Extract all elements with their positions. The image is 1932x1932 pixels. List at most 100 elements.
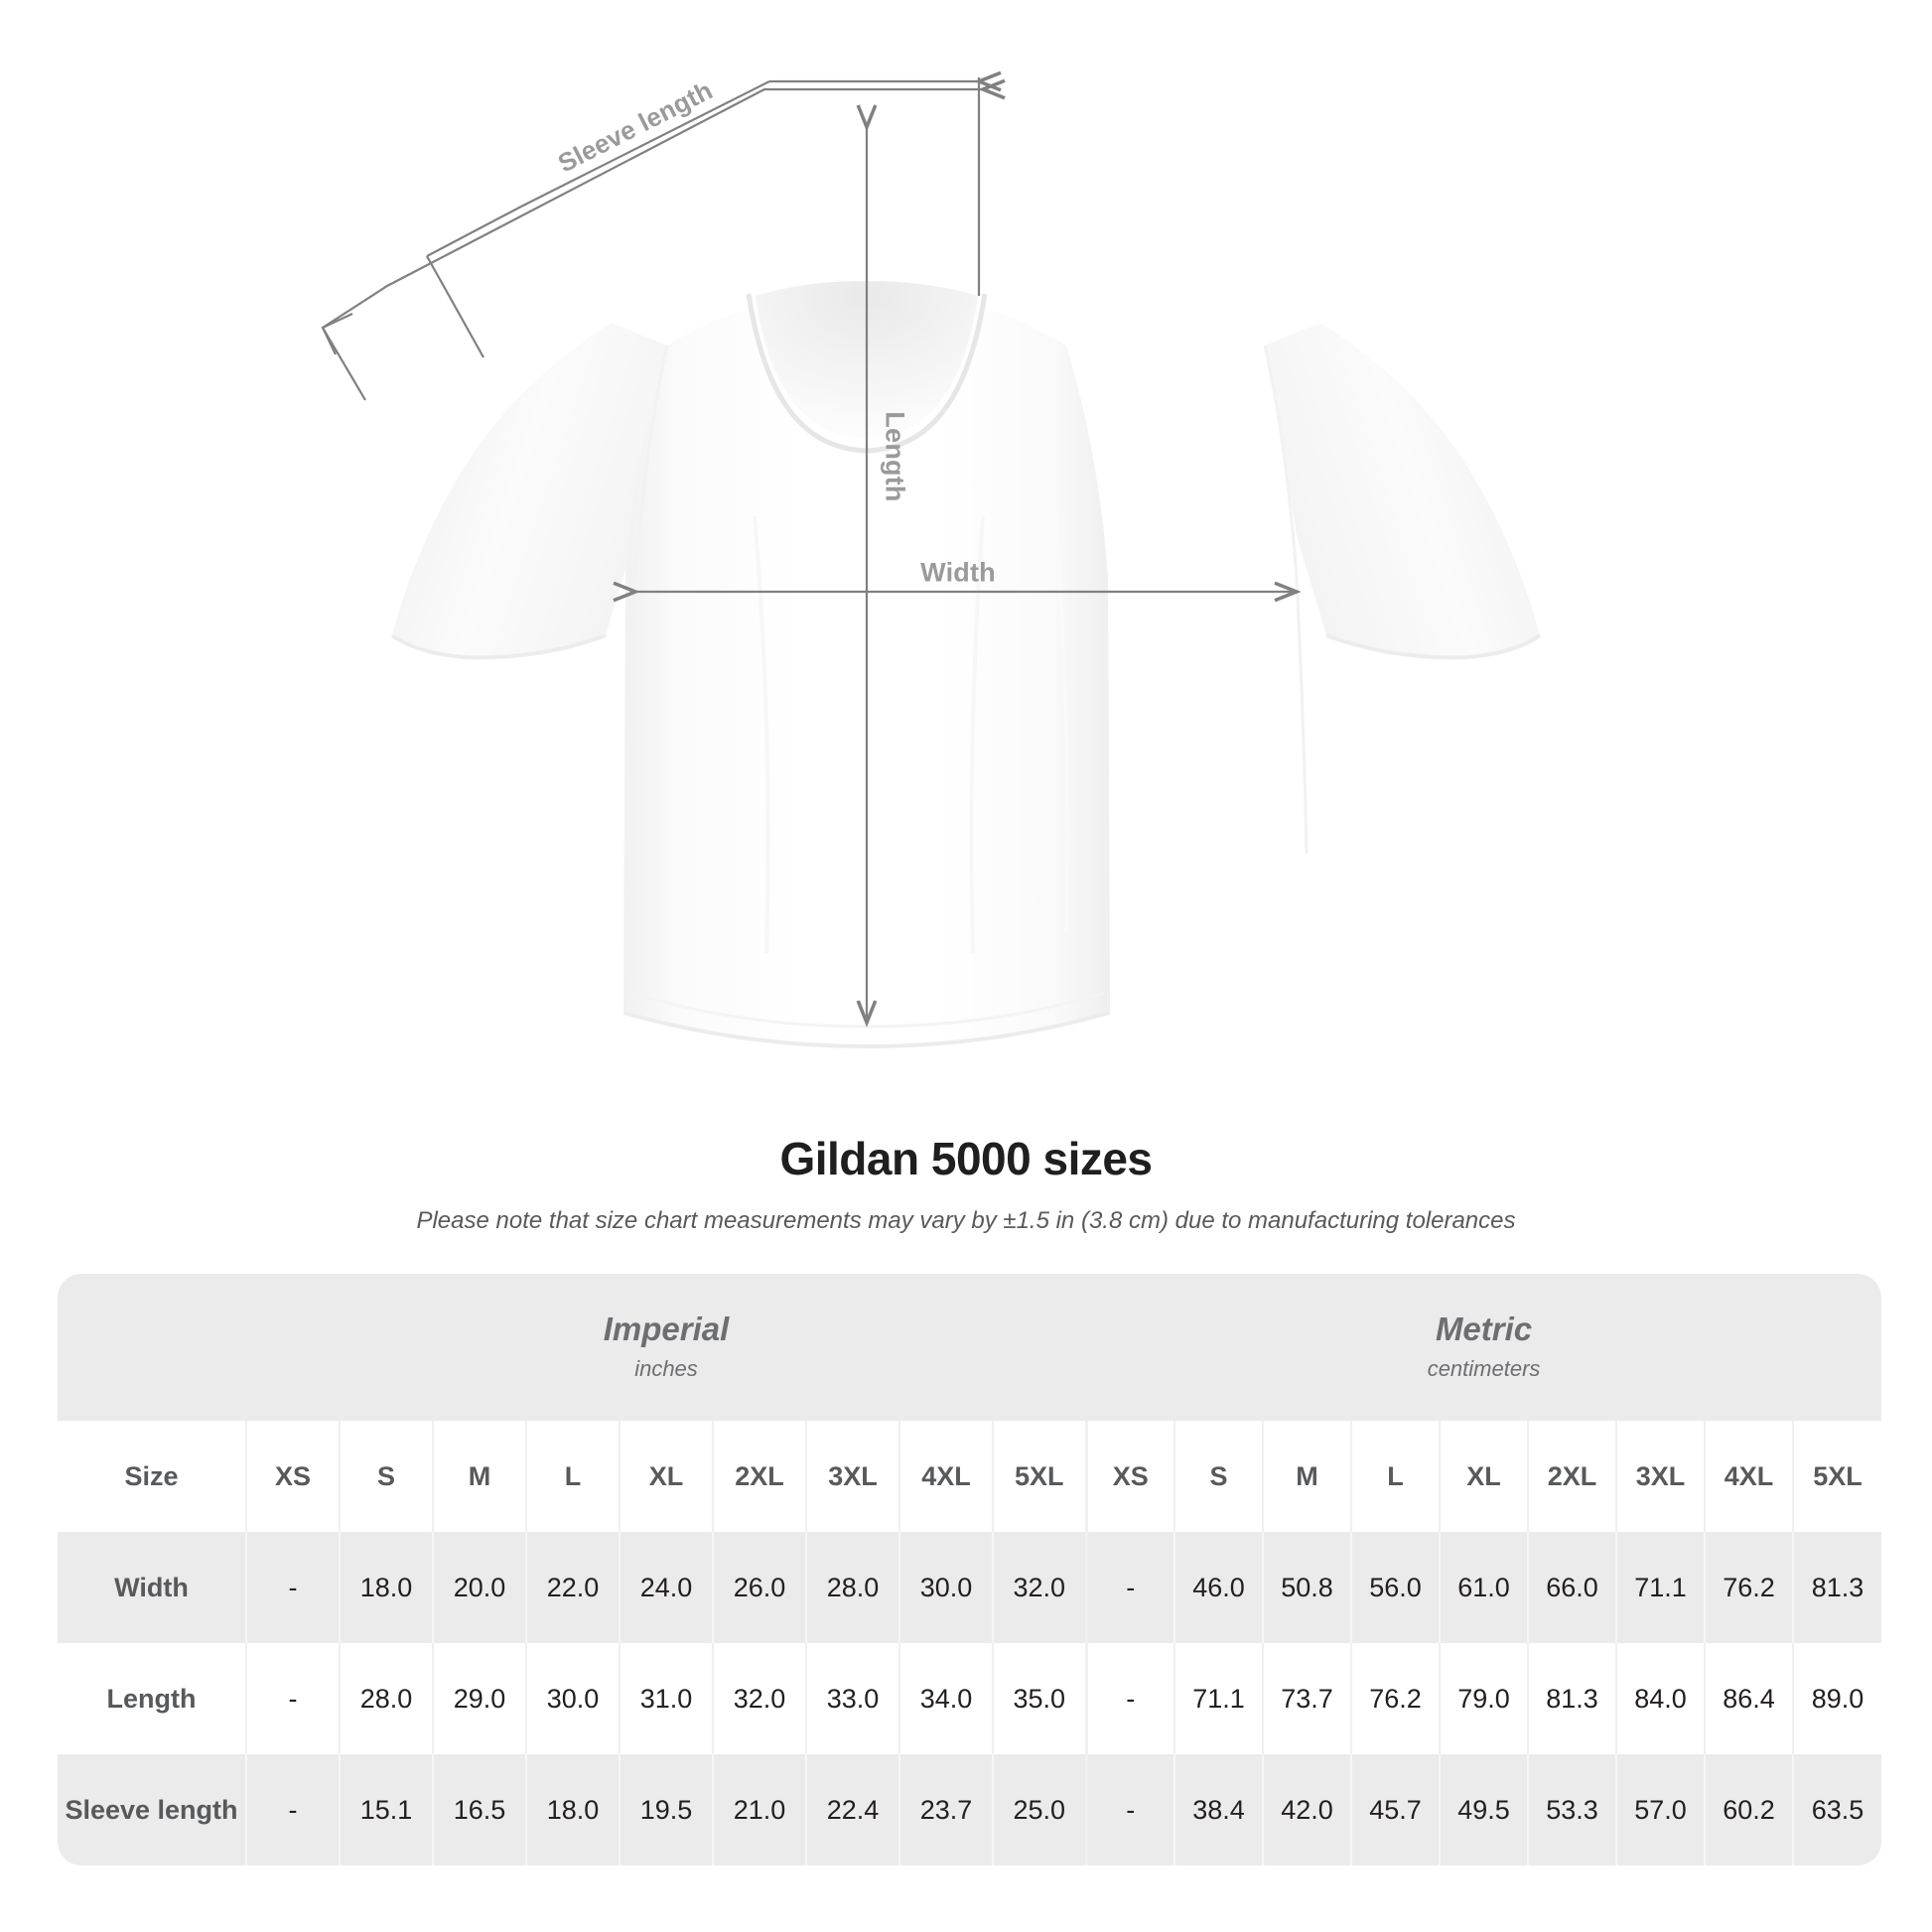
cell-length-imperial-s: 28.0 (339, 1643, 433, 1754)
size-col-metric-xl: XL (1439, 1421, 1528, 1532)
cell-length-imperial-4xl: 34.0 (898, 1643, 993, 1754)
cell-width-metric-l: 56.0 (1350, 1532, 1440, 1643)
size-col-metric-s: S (1173, 1421, 1263, 1532)
cell-length-imperial-xs: - (245, 1643, 340, 1754)
cell-length-metric-5xl: 89.0 (1791, 1643, 1882, 1754)
tshirt-illustration (321, 70, 1542, 1049)
cell-width-metric-s: 46.0 (1173, 1532, 1263, 1643)
cell-length-metric-xs: - (1084, 1643, 1174, 1754)
length-label: Length (880, 411, 910, 502)
cell-length-metric-3xl: 84.0 (1615, 1643, 1705, 1754)
size-col-imperial-m: M (432, 1421, 526, 1532)
cell-length-metric-m: 73.7 (1262, 1643, 1351, 1754)
size-col-imperial-xs: XS (245, 1421, 340, 1532)
cell-width-metric-2xl: 66.0 (1527, 1532, 1616, 1643)
cell-width-imperial-2xl: 26.0 (712, 1532, 806, 1643)
size-col-imperial-xl: XL (619, 1421, 713, 1532)
size-col-metric-xs: XS (1084, 1421, 1174, 1532)
unit-sub-imperial: inches (634, 1356, 698, 1382)
cell-width-metric-xs: - (1084, 1532, 1174, 1643)
cell-width-metric-xl: 61.0 (1439, 1532, 1528, 1643)
table-row: Width - 18.0 20.0 22.0 24.0 26.0 28.0 30… (58, 1532, 1882, 1643)
size-col-metric-3xl: 3XL (1615, 1421, 1705, 1532)
cell-length-imperial-2xl: 32.0 (712, 1643, 806, 1754)
cell-sleeve-imperial-s: 15.1 (339, 1754, 433, 1865)
size-col-imperial-5xl: 5XL (992, 1421, 1086, 1532)
cell-length-imperial-m: 29.0 (432, 1643, 526, 1754)
cell-width-imperial-xs: - (245, 1532, 340, 1643)
size-chart-table-container: Imperial inches Metric centimeters Size … (58, 1274, 1882, 1865)
tolerance-note: Please note that size chart measurements… (416, 1207, 1516, 1234)
cell-length-imperial-l: 30.0 (525, 1643, 620, 1754)
size-chart-table: Imperial inches Metric centimeters Size … (58, 1274, 1882, 1865)
cell-length-imperial-xl: 31.0 (619, 1643, 713, 1754)
size-col-metric-4xl: 4XL (1704, 1421, 1793, 1532)
cell-width-imperial-s: 18.0 (339, 1532, 433, 1643)
cell-length-metric-l: 76.2 (1350, 1643, 1440, 1754)
cell-width-imperial-3xl: 28.0 (805, 1532, 899, 1643)
cell-width-metric-5xl: 81.3 (1791, 1532, 1882, 1643)
cell-width-imperial-m: 20.0 (432, 1532, 526, 1643)
unit-header-spacer (58, 1274, 246, 1421)
width-label: Width (920, 557, 996, 588)
size-col-imperial-4xl: 4XL (898, 1421, 993, 1532)
unit-group-header-row: Imperial inches Metric centimeters (58, 1274, 1882, 1421)
unit-name-imperial: Imperial (603, 1310, 730, 1347)
cell-width-imperial-4xl: 30.0 (898, 1532, 993, 1643)
size-header-row: Size XS S M L XL 2XL 3XL 4XL 5XL XS S M … (58, 1421, 1882, 1532)
cell-length-imperial-3xl: 33.0 (805, 1643, 899, 1754)
cell-sleeve-imperial-xs: - (245, 1754, 340, 1865)
row-label-sleeve-length: Sleeve length (58, 1754, 246, 1865)
cell-sleeve-imperial-5xl: 25.0 (992, 1754, 1086, 1865)
unit-sub-metric: centimeters (1427, 1356, 1541, 1382)
cell-sleeve-metric-xs: - (1084, 1754, 1174, 1865)
cell-width-metric-4xl: 76.2 (1704, 1532, 1793, 1643)
cell-length-metric-4xl: 86.4 (1704, 1643, 1793, 1754)
cell-width-imperial-5xl: 32.0 (992, 1532, 1086, 1643)
cell-sleeve-imperial-m: 16.5 (432, 1754, 526, 1865)
size-col-metric-2xl: 2XL (1527, 1421, 1616, 1532)
unit-header-metric: Metric centimeters (1086, 1274, 1882, 1421)
chart-heading: Gildan 5000 sizes Please note that size … (0, 1132, 1932, 1235)
cell-sleeve-metric-2xl: 53.3 (1527, 1754, 1616, 1865)
cell-sleeve-metric-xl: 49.5 (1439, 1754, 1528, 1865)
cell-sleeve-imperial-2xl: 21.0 (712, 1754, 806, 1865)
cell-sleeve-imperial-4xl: 23.7 (898, 1754, 993, 1865)
sleeve-length-dimension (322, 78, 1006, 401)
size-col-metric-m: M (1262, 1421, 1351, 1532)
cell-length-metric-s: 71.1 (1173, 1643, 1263, 1754)
shirt-body-shape (390, 281, 1542, 1049)
size-col-imperial-s: S (339, 1421, 433, 1532)
cell-sleeve-metric-m: 42.0 (1262, 1754, 1351, 1865)
cell-length-metric-2xl: 81.3 (1527, 1643, 1616, 1754)
cell-width-imperial-xl: 24.0 (619, 1532, 713, 1643)
cell-width-imperial-l: 22.0 (525, 1532, 620, 1643)
size-col-imperial-3xl: 3XL (805, 1421, 899, 1532)
unit-name-metric: Metric (1435, 1310, 1533, 1347)
cell-width-metric-m: 50.8 (1262, 1532, 1351, 1643)
cell-sleeve-metric-s: 38.4 (1173, 1754, 1263, 1865)
size-col-metric-5xl: 5XL (1791, 1421, 1882, 1532)
cell-sleeve-metric-5xl: 63.5 (1791, 1754, 1882, 1865)
size-col-metric-l: L (1350, 1421, 1440, 1532)
cell-sleeve-imperial-3xl: 22.4 (805, 1754, 899, 1865)
table-row: Length - 28.0 29.0 30.0 31.0 32.0 33.0 3… (58, 1643, 1882, 1754)
cell-sleeve-metric-l: 45.7 (1350, 1754, 1440, 1865)
cell-width-metric-3xl: 71.1 (1615, 1532, 1705, 1643)
row-label-width: Width (58, 1532, 246, 1643)
cell-sleeve-metric-4xl: 60.2 (1704, 1754, 1793, 1865)
cell-sleeve-metric-3xl: 57.0 (1615, 1754, 1705, 1865)
sleeve-arrow-head (321, 313, 353, 355)
size-col-imperial-2xl: 2XL (712, 1421, 806, 1532)
cell-sleeve-imperial-xl: 19.5 (619, 1754, 713, 1865)
size-col-imperial-l: L (525, 1421, 620, 1532)
table-row: Sleeve length - 15.1 16.5 18.0 19.5 21.0… (58, 1754, 1882, 1865)
tshirt-diagram: Sleeve length Length Width (321, 70, 1542, 1049)
cell-length-metric-xl: 79.0 (1439, 1643, 1528, 1754)
cell-length-imperial-5xl: 35.0 (992, 1643, 1086, 1754)
cell-sleeve-imperial-l: 18.0 (525, 1754, 620, 1865)
unit-header-imperial: Imperial inches (246, 1274, 1086, 1421)
page-title: Gildan 5000 sizes (779, 1133, 1153, 1184)
row-label-length: Length (58, 1643, 246, 1754)
size-header-label: Size (58, 1421, 246, 1532)
